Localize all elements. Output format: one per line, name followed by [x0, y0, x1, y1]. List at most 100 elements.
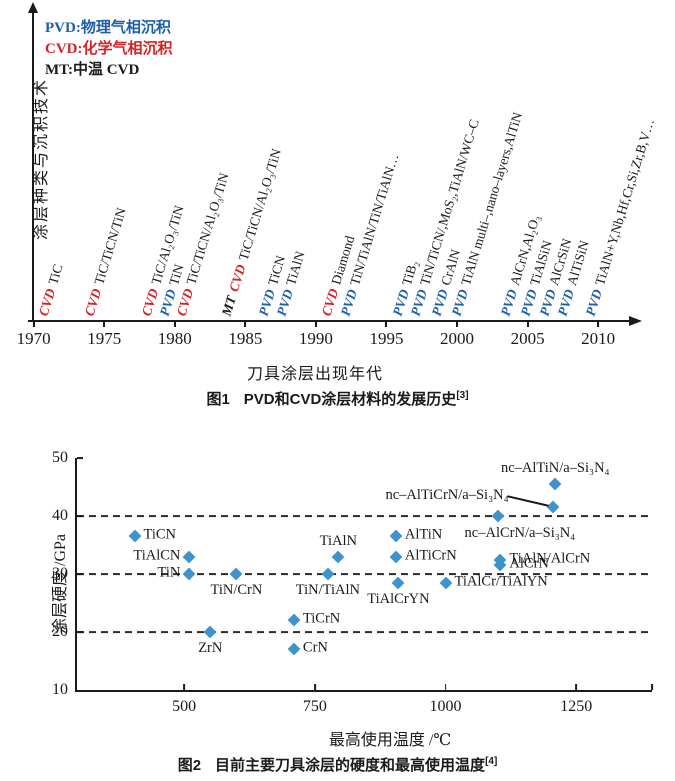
- data-point-label: TiN/CrN: [210, 582, 263, 598]
- data-point-label: nc–AlTiCrN/a–Si₃N₄: [385, 487, 509, 504]
- data-point-marker: [287, 614, 301, 627]
- fig1-caption-reference: [3]: [456, 390, 469, 401]
- fig2-y-axis-label: 涂层硬度 /GPa: [52, 533, 69, 634]
- data-point-label: CrN: [302, 640, 328, 657]
- fig1-ticks: 1970 1975 1980 1985 1990 1995 2000 2005 2010: [17, 320, 632, 354]
- fig1-tick-mark: [173, 322, 176, 327]
- fig1-tick-mark: [32, 322, 35, 327]
- timeline-item-method: CVD: [226, 262, 249, 294]
- data-point-marker: [230, 567, 243, 581]
- fig1-tick-mark: [597, 322, 600, 327]
- label-leader-line: [507, 495, 549, 507]
- timeline-item-method: PVD: [448, 287, 472, 318]
- fig2-caption-number: 图2: [177, 757, 202, 774]
- fig2-ytick-mark: [77, 631, 83, 633]
- fig2-xtick-mark: [313, 684, 316, 690]
- fig1-tick-mark: [385, 322, 388, 327]
- gridline: [77, 573, 652, 575]
- fig1-caption: 图1 PVD和CVD涂层材料的发展历史[3]: [0, 388, 675, 409]
- data-point-marker: [548, 477, 562, 491]
- data-point-marker: [183, 550, 196, 563]
- fig1-tick-label: 2005: [510, 329, 545, 348]
- data-point-marker: [491, 509, 505, 523]
- data-point-label: ZrN: [198, 640, 223, 656]
- data-point-label: TiAlCN: [133, 547, 181, 564]
- fig1-y-axis-arrow-icon: [28, 2, 38, 13]
- fig1-tick-mark: [244, 322, 247, 327]
- fig2-ytick-mark: [77, 515, 83, 517]
- data-point-label: TiCrN: [302, 611, 341, 628]
- timeline-item-text: CVDTiC: [35, 262, 66, 318]
- timeline-item-text: CVDTiC/TiCN/TiN: [82, 206, 130, 318]
- fig2-axis-end-tick: [651, 684, 653, 690]
- data-point-marker: [392, 576, 405, 590]
- fig2-xtick-label: 500: [172, 698, 197, 715]
- fig1-tick-mark: [314, 322, 317, 327]
- data-point-marker: [128, 529, 141, 543]
- fig1-tick-label: 2010: [581, 329, 616, 348]
- fig2-ytick-label: 40: [52, 507, 68, 524]
- data-point-marker: [287, 643, 301, 656]
- fig2-xtick-mark: [575, 684, 578, 690]
- timeline-item-text: PVDTiAlN+Y,Nb,Hf,Cr,Si,Zr,B,V…: [583, 117, 658, 318]
- legend-line: CVD:化学气相沉积: [45, 41, 173, 57]
- data-point-label: AlCrN: [509, 555, 549, 572]
- figure1-timeline-chart: 涂层种类与沉积技术 PVD:物理气相沉积 CVD:化学气相沉积 MT:中温 CVD …: [0, 2, 675, 409]
- data-point-label: TiN/TiAlN: [295, 582, 361, 598]
- timeline-item-method: PVD: [582, 287, 606, 318]
- fig2-xtick-label: 750: [302, 698, 327, 715]
- gridline: [77, 515, 652, 517]
- data-point-marker: [321, 567, 335, 581]
- fig1-tick-label: 2000: [440, 329, 474, 348]
- data-point-marker: [389, 550, 403, 563]
- fig2-xtick-label: 1250: [560, 698, 593, 715]
- timeline-item-material: TiC/TiCN/TiN: [91, 205, 130, 287]
- fig2-caption-text: 目前主要刀具涂层的硬度和最高使用温度: [215, 757, 486, 774]
- timeline-item-material: TiN/TiAlN/TiN/TiAlN…: [346, 151, 401, 288]
- fig1-tick-label: 1980: [157, 329, 192, 348]
- fig2-caption-reference: [4]: [485, 756, 498, 767]
- data-point-marker: [183, 567, 196, 581]
- fig2-xtick-mark: [444, 684, 447, 690]
- fig2-ytick-label: 20: [52, 623, 68, 640]
- fig1-tick-mark: [103, 322, 106, 327]
- data-point-label: TiAlN: [319, 532, 358, 549]
- fig2-ytick-label: 50: [52, 449, 68, 466]
- data-point-label: TiN: [157, 564, 181, 581]
- legend-line: PVD:物理气相沉积: [45, 20, 171, 36]
- data-point-label: TiAlN/AlCrN: [509, 550, 591, 567]
- fig1-tick-label: 1985: [228, 329, 263, 348]
- fig1-x-axis-arrow-icon: [629, 315, 642, 326]
- data-point-marker: [546, 500, 560, 514]
- data-point-marker: [203, 625, 217, 639]
- data-point-label: TiAlCrYN: [367, 590, 430, 607]
- data-point-marker: [331, 550, 345, 563]
- data-point-marker: [439, 576, 452, 590]
- data-point-label: nc–AlCrN/a–Si₃N₄: [464, 525, 576, 541]
- gridline: [77, 631, 652, 633]
- data-point-label: TiCN: [143, 526, 177, 543]
- timeline-item-material: TiAlN+Y,Nb,Hf,Cr,Si,Zr,B,V…: [592, 116, 658, 288]
- fig2-ytick-label: 30: [52, 565, 68, 582]
- fig1-tick-label: 1970: [16, 329, 51, 348]
- fig1-caption-text: PVD和CVD涂层材料的发展历史: [243, 391, 457, 408]
- fig1-tick-label: 1975: [87, 329, 122, 348]
- fig1-tick-mark: [526, 322, 529, 327]
- fig1-y-axis-line: [32, 12, 34, 321]
- data-point-label: AlTiCrN: [404, 547, 457, 564]
- timeline-item-material: TiC/TiCN/Al₂O₃/TiN: [235, 146, 284, 263]
- fig2-ytick-mark: [77, 573, 83, 575]
- data-point-marker: [389, 529, 403, 543]
- fig1-legend: PVD:物理气相沉积 CVD:化学气相沉积 MT:中温 CVD: [45, 18, 173, 81]
- timeline-item-method: CVD: [35, 286, 58, 318]
- fig1-x-axis-line: [28, 320, 630, 322]
- timeline-item-material: TiC: [44, 262, 66, 287]
- data-point-label: TiAlCr/TiAlYN: [454, 573, 548, 590]
- fig2-ytick-label: 10: [52, 681, 68, 698]
- timeline-item-method: CVD: [81, 286, 105, 318]
- data-point-label: nc–AlTiN/a–Si₃N₄: [500, 460, 610, 477]
- fig2-caption: 图2 目前主要刀具涂层的硬度和最高使用温度[4]: [0, 754, 675, 775]
- fig1-x-axis-label: 刀具涂层出现年代: [246, 366, 383, 383]
- fig2-xtick-mark: [183, 684, 186, 690]
